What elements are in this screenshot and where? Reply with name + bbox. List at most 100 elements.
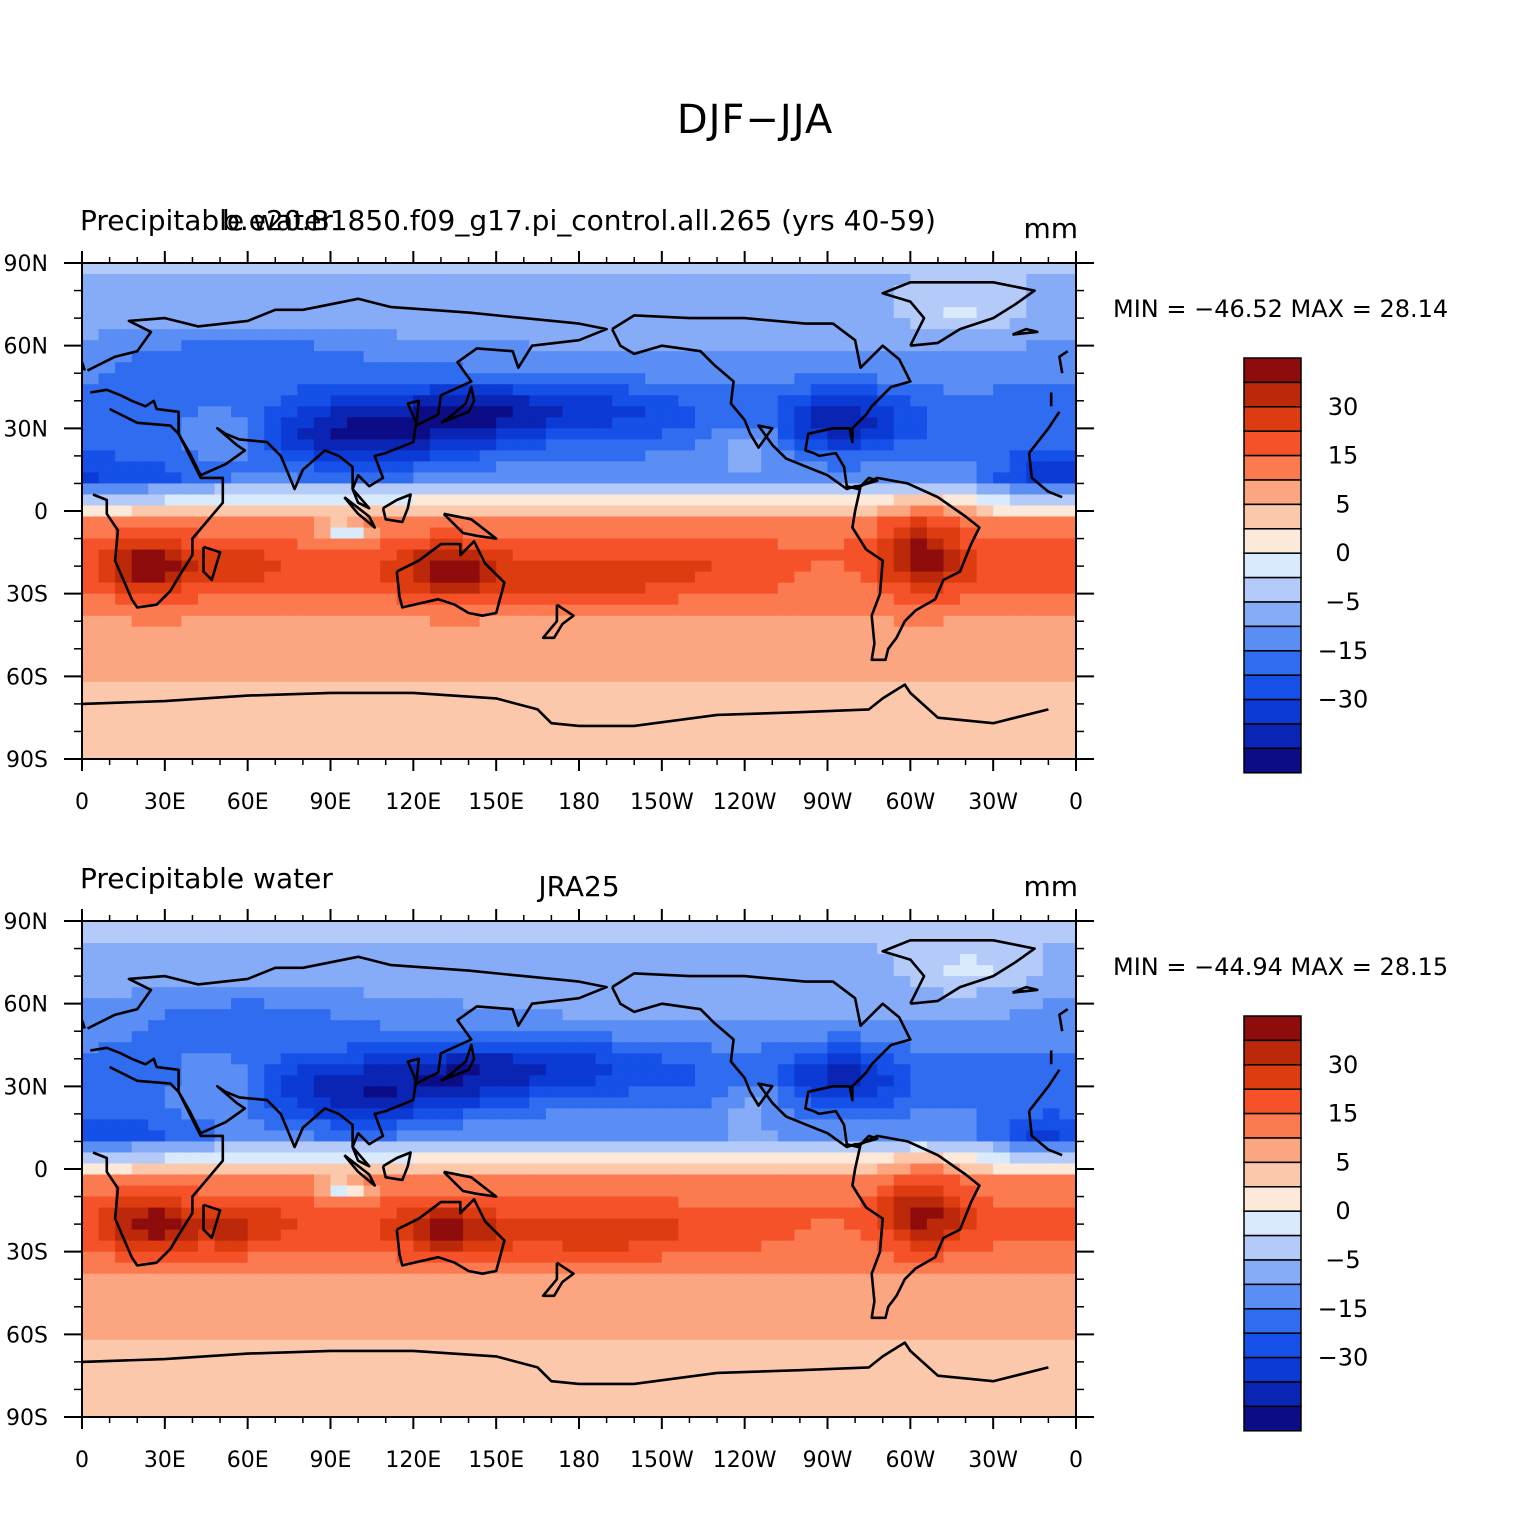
field-cell — [1026, 648, 1044, 661]
field-cell — [860, 1196, 878, 1209]
field-cell — [429, 428, 448, 441]
field-cell — [694, 1119, 713, 1132]
field-cell — [529, 659, 547, 672]
field-cell — [363, 1108, 381, 1121]
field-cell — [993, 921, 1011, 933]
field-cell — [82, 373, 100, 386]
field-cell — [993, 318, 1011, 330]
field-cell — [280, 483, 299, 496]
field-cell — [164, 1229, 183, 1242]
field-cell — [761, 1152, 779, 1165]
field-cell — [313, 296, 332, 308]
field-cell — [148, 648, 166, 661]
field-cell — [794, 494, 812, 507]
field-cell — [396, 987, 415, 999]
field-cell — [98, 681, 116, 694]
field-cell — [148, 329, 166, 341]
field-cell — [313, 494, 332, 507]
field-cell — [463, 976, 481, 988]
field-cell — [1059, 637, 1076, 650]
field-cell — [744, 1196, 763, 1209]
field-cell — [1059, 1229, 1076, 1242]
field-cell — [496, 384, 514, 397]
field-cell — [98, 439, 116, 452]
colorbar-box — [1243, 406, 1302, 432]
field-cell — [844, 318, 862, 330]
field-cell — [810, 736, 829, 749]
field-cell — [910, 527, 928, 540]
field-cell — [297, 439, 315, 452]
field-cell — [761, 1020, 779, 1033]
field-cell — [496, 483, 514, 496]
field-cell — [612, 516, 630, 529]
field-cell — [429, 943, 448, 955]
field-cell — [678, 1229, 696, 1242]
field-cell — [761, 494, 779, 507]
field-cell — [545, 703, 564, 716]
field-cell — [1042, 329, 1061, 341]
field-cell — [579, 943, 597, 955]
field-cell — [148, 494, 166, 507]
field-cell — [612, 1064, 630, 1077]
field-cell — [993, 593, 1011, 606]
field-cell — [1009, 1086, 1028, 1099]
field-cell — [197, 406, 216, 419]
field-cell — [148, 516, 166, 529]
field-cell — [264, 1042, 282, 1055]
field-cell — [413, 395, 431, 408]
field-cell — [678, 472, 696, 485]
field-cell — [595, 527, 613, 540]
field-cell — [380, 483, 398, 496]
field-cell — [1026, 604, 1044, 617]
field-cell — [529, 681, 547, 694]
field-cell — [628, 274, 647, 286]
field-cell — [280, 351, 299, 363]
field-cell — [810, 285, 829, 297]
field-cell — [678, 593, 696, 606]
field-cell — [131, 1042, 150, 1055]
field-cell — [661, 670, 680, 683]
field-cell — [512, 505, 531, 518]
field-cell — [976, 1086, 994, 1099]
field-cell — [545, 395, 564, 408]
field-cell — [529, 406, 547, 419]
field-cell — [711, 417, 729, 430]
field-cell — [197, 384, 216, 397]
field-cell — [297, 560, 315, 573]
field-cell — [82, 703, 100, 716]
field-cell — [810, 714, 829, 727]
field-cell — [777, 329, 796, 341]
field-cell — [429, 1075, 448, 1088]
field-cell — [943, 1273, 961, 1286]
field-cell — [579, 998, 597, 1010]
field-cell — [347, 1284, 365, 1297]
field-cell — [463, 560, 481, 573]
field-cell — [529, 538, 547, 551]
field-cell — [164, 1262, 183, 1275]
field-cell — [645, 571, 663, 584]
field-cell — [98, 1295, 116, 1308]
field-cell — [313, 505, 332, 518]
field-cell — [1042, 714, 1061, 727]
field-cell — [1009, 626, 1028, 639]
field-cell — [214, 461, 232, 474]
field-cell — [247, 1229, 266, 1242]
field-cell — [446, 516, 464, 529]
field-cell — [330, 932, 348, 944]
field-cell — [1009, 538, 1028, 551]
field-cell — [313, 965, 332, 977]
field-cell — [545, 604, 564, 617]
field-cell — [694, 1295, 713, 1308]
field-cell — [678, 1075, 696, 1088]
field-cell — [926, 943, 945, 955]
field-cell — [115, 1295, 133, 1308]
field-cell — [645, 483, 663, 496]
field-cell — [231, 725, 249, 738]
field-cell — [297, 1284, 315, 1297]
field-cell — [579, 428, 597, 441]
field-cell — [82, 1031, 100, 1044]
field-cell — [678, 285, 696, 297]
field-cell — [1009, 1141, 1028, 1154]
field-cell — [1026, 1240, 1044, 1253]
field-cell — [595, 1196, 613, 1209]
